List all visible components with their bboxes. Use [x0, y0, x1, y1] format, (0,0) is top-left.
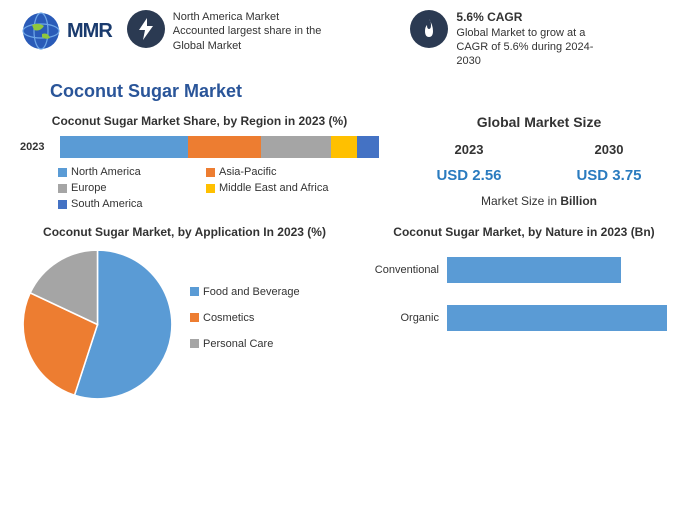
pie-section: Coconut Sugar Market, by Application In … [20, 225, 349, 402]
line: 2030 [456, 54, 593, 68]
legend-swatch [190, 339, 199, 348]
flame-icon [410, 10, 448, 48]
legend-swatch [190, 287, 199, 296]
bolt-icon [127, 10, 165, 48]
legend-label: Middle East and Africa [219, 182, 328, 194]
legend-item: Cosmetics [190, 312, 300, 324]
region-legend: North America Asia-Pacific Europe Middle Ea… [20, 166, 379, 210]
hbar [447, 257, 621, 283]
line: Accounted largest share in the [173, 24, 322, 38]
stacked-bar [60, 136, 379, 158]
hbar-track [447, 305, 679, 331]
hbar-row: Conventional [369, 257, 679, 283]
bar-segment [60, 136, 188, 158]
legend-swatch [58, 184, 67, 193]
ms-year-2: 2030 [595, 142, 624, 157]
logo: MMR [20, 10, 112, 52]
logo-text: MMR [67, 20, 112, 43]
legend-swatch [190, 313, 199, 322]
line: North America Market [173, 10, 322, 24]
ms-subtitle: Market Size in Billion [399, 194, 679, 208]
legend-swatch [58, 200, 67, 209]
bar-segment [261, 136, 331, 158]
nature-section: Coconut Sugar Market, by Nature in 2023 … [369, 225, 679, 402]
ms-sub-b: Billion [560, 194, 597, 208]
nature-bars: Conventional Organic [369, 257, 679, 331]
legend-label: Food and Beverage [203, 286, 300, 298]
bar-segment [188, 136, 261, 158]
line: Global Market [173, 39, 322, 53]
legend-item: Asia-Pacific [206, 166, 336, 178]
legend-item: Personal Care [190, 338, 300, 350]
line: CAGR of 5.6% during 2024- [456, 40, 593, 54]
legend-label: Europe [71, 182, 106, 194]
year-label: 2023 [20, 141, 52, 153]
market-size-title: Global Market Size [399, 114, 679, 130]
pie-chart [20, 247, 175, 402]
legend-label: Cosmetics [203, 312, 254, 324]
region-chart-title: Coconut Sugar Market Share, by Region in… [20, 114, 379, 128]
nature-chart-title: Coconut Sugar Market, by Nature in 2023 … [369, 225, 679, 239]
header-region-text: North America Market Accounted largest s… [173, 10, 322, 53]
legend-label: South America [71, 198, 143, 210]
header: MMR North America Market Accounted large… [0, 0, 699, 73]
header-cagr-text: 5.6% CAGR Global Market to grow at a CAG… [456, 10, 593, 68]
header-item-cagr: 5.6% CAGR Global Market to grow at a CAG… [410, 10, 679, 68]
cagr-title: 5.6% CAGR [456, 10, 593, 26]
legend-label: North America [71, 166, 141, 178]
ms-year-1: 2023 [455, 142, 484, 157]
legend-item: South America [58, 198, 188, 210]
legend-swatch [206, 168, 215, 177]
pie-chart-title: Coconut Sugar Market, by Application In … [20, 225, 349, 239]
hbar-track [447, 257, 679, 283]
market-size-panel: Global Market Size 2023 2030 USD 2.56 US… [399, 114, 679, 210]
ms-value-2: USD 3.75 [576, 167, 641, 184]
ms-value-1: USD 2.56 [436, 167, 501, 184]
main-title: Coconut Sugar Market [50, 81, 699, 102]
pie-legend: Food and Beverage Cosmetics Personal Care [190, 286, 300, 364]
line: Global Market to grow at a [456, 26, 593, 40]
legend-label: Asia-Pacific [219, 166, 276, 178]
legend-label: Personal Care [203, 338, 273, 350]
globe-icon [20, 10, 62, 52]
legend-item: Europe [58, 182, 188, 194]
legend-item: North America [58, 166, 188, 178]
hbar [447, 305, 667, 331]
hbar-label: Conventional [369, 264, 447, 276]
header-item-region: North America Market Accounted largest s… [127, 10, 396, 53]
legend-swatch [58, 168, 67, 177]
stacked-bar-chart: 2023 [20, 136, 379, 158]
hbar-row: Organic [369, 305, 679, 331]
legend-item: Middle East and Africa [206, 182, 336, 194]
hbar-label: Organic [369, 312, 447, 324]
legend-item: Food and Beverage [190, 286, 300, 298]
legend-swatch [206, 184, 215, 193]
bar-segment [331, 136, 357, 158]
ms-sub-a: Market Size in [481, 194, 560, 208]
bar-segment [357, 136, 379, 158]
